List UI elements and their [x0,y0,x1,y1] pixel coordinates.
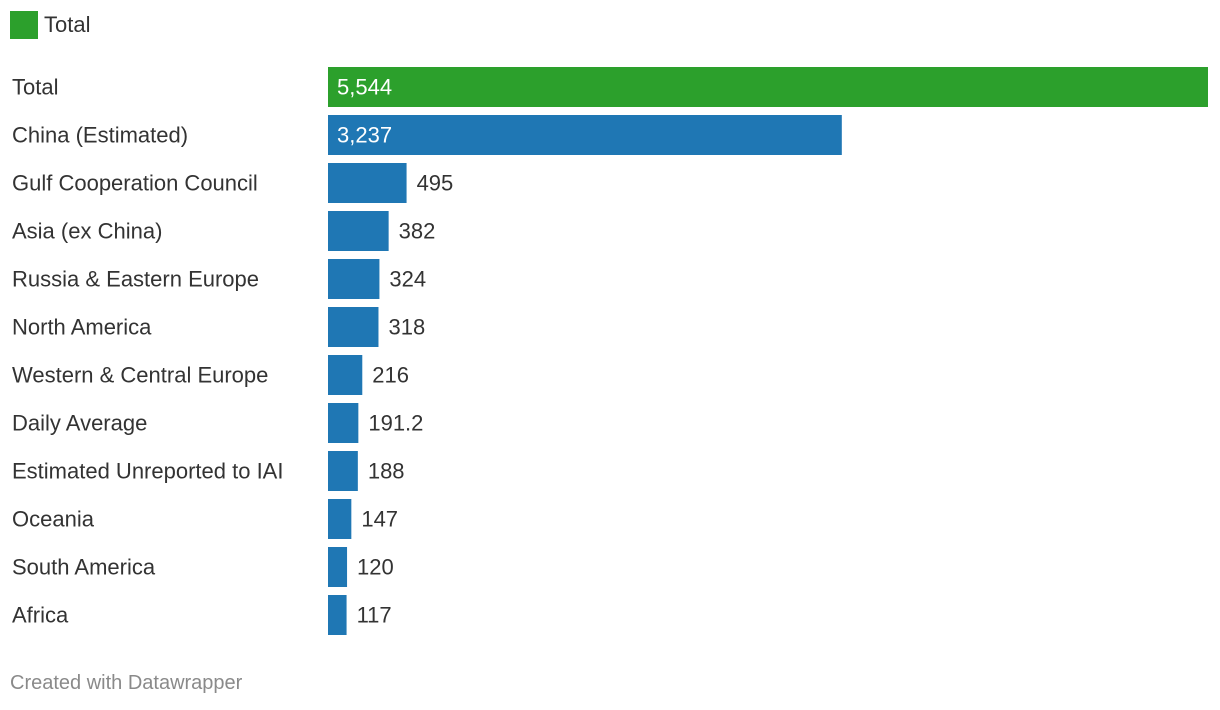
value-label-oceania: 147 [361,507,398,532]
value-label-daily-average: 191.2 [368,411,423,436]
value-label-china-estimated: 3,237 [337,123,392,148]
legend-swatch-total [10,11,38,39]
row-label-western-central-europe: Western & Central Europe [12,363,268,388]
bar-south-america [328,547,348,587]
row-label-south-america: South America [12,555,156,580]
bar-asia-ex-china [328,211,389,251]
row-label-estimated-unreported-to-iai: Estimated Unreported to IAI [12,459,283,484]
value-label-western-central-europe: 216 [372,363,409,388]
bar-oceania [328,499,352,539]
value-label-gulf-cooperation-council: 495 [417,171,454,196]
value-label-asia-ex-china: 382 [399,219,436,244]
bar-chart: Total 5,544 China (Estimated) 3,237 Gulf Coo… [12,67,1208,635]
row-label-north-america: North America [12,315,152,340]
value-label-africa: 117 [357,603,392,628]
bar-africa [328,595,347,635]
bar-estimated-unreported-to-iai [328,451,358,491]
value-label-total: 5,544 [337,75,392,100]
row-label-africa: Africa [12,603,69,628]
row-label-oceania: Oceania [12,507,95,532]
bar-gulf-cooperation-council [328,163,407,203]
row-label-asia-ex-china: Asia (ex China) [12,219,162,244]
bar-total [328,67,1208,107]
value-label-estimated-unreported-to-iai: 188 [368,459,405,484]
footer-credit: Created with Datawrapper [10,672,243,694]
row-label-gulf-cooperation-council: Gulf Cooperation Council [12,171,258,196]
row-label-total: Total [12,75,58,100]
legend-label-total: Total [44,12,91,37]
bar-north-america [328,307,379,347]
value-label-south-america: 120 [357,555,394,580]
bar-western-central-europe [328,355,363,395]
row-label-russia-eastern-europe: Russia & Eastern Europe [12,267,259,292]
bar-china-estimated [328,115,842,155]
value-label-north-america: 318 [388,315,425,340]
row-label-china-estimated: China (Estimated) [12,123,188,148]
row-label-daily-average: Daily Average [12,411,147,436]
bar-daily-average [328,403,359,443]
bar-russia-eastern-europe [328,259,380,299]
chart-legend: Total [10,10,90,40]
value-label-russia-eastern-europe: 324 [389,267,426,292]
